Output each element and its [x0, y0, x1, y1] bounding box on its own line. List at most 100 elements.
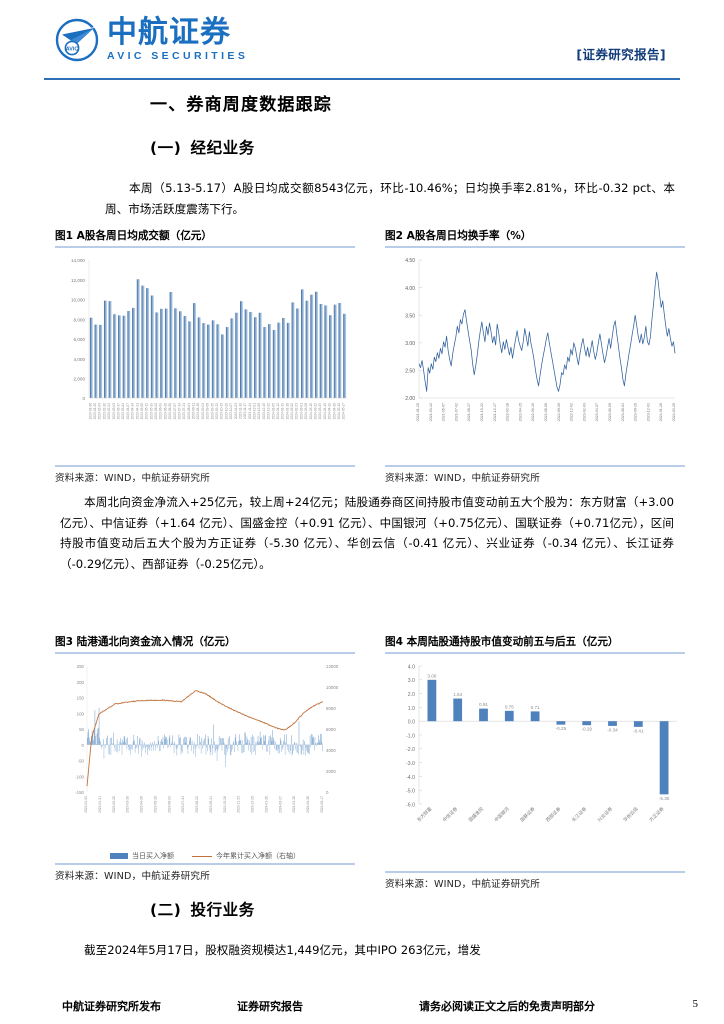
paragraph-northbound: 本周北向资金净流入+25亿元，较上周+24亿元；陆股通券商区间持股市值变动前五大… [60, 495, 674, 571]
svg-text:2024-04-12: 2024-04-12 [323, 403, 327, 420]
svg-text:-2.0: -2.0 [406, 747, 415, 753]
svg-text:2023-02-03: 2023-02-03 [582, 403, 586, 421]
figure-1-source: 资料来源：WIND，中航证券研究所 [55, 473, 210, 484]
svg-text:2023-11-17: 2023-11-17 [243, 403, 247, 419]
svg-text:2024-03-08: 2024-03-08 [304, 403, 308, 420]
svg-text:4.0: 4.0 [408, 664, 415, 670]
svg-text:2023-03-28: 2023-03-28 [126, 796, 130, 813]
svg-text:2023-02-28: 2023-02-28 [112, 796, 116, 813]
svg-text:2023-09-08: 2023-09-08 [206, 403, 210, 420]
svg-text:-100: -100 [75, 774, 84, 779]
svg-text:12,000: 12,000 [71, 278, 85, 283]
subsection-number-1: (一) [150, 139, 182, 157]
svg-text:2023-05-05: 2023-05-05 [140, 403, 144, 420]
figure-3-plot: -150 -100 -50 0 50 100 150 200 250 0 2000 4000 6000 8… [55, 654, 355, 850]
svg-text:2022-08-06: 2022-08-06 [544, 403, 548, 421]
svg-text:2,000: 2,000 [74, 376, 86, 381]
svg-text:2023-03-24: 2023-03-24 [121, 403, 125, 420]
svg-text:2023-02-24: 2023-02-24 [107, 403, 111, 420]
svg-text:2022-02-18: 2022-02-18 [506, 403, 510, 421]
figure-1-top-rule [55, 246, 355, 248]
svg-text:0.0: 0.0 [408, 720, 415, 726]
svg-text:10,000: 10,000 [71, 298, 85, 303]
svg-text:2023-10-27: 2023-10-27 [229, 403, 233, 420]
svg-text:-6.0: -6.0 [406, 802, 415, 808]
figure-2-title: 图2 A股各周日均换手率（%） [385, 230, 532, 242]
svg-text:2024-05-10: 2024-05-10 [337, 403, 341, 420]
svg-text:方正证券: 方正证券 [648, 805, 666, 823]
svg-text:2023-11-03: 2023-11-03 [234, 403, 238, 419]
figure-2-top-rule [385, 246, 685, 248]
svg-text:2023-11-10: 2023-11-10 [238, 403, 242, 419]
svg-text:2023-08-04: 2023-08-04 [621, 403, 625, 421]
svg-text:2021-10-22: 2021-10-22 [480, 403, 484, 421]
svg-text:2024-03-29: 2024-03-29 [672, 403, 676, 421]
svg-text:2023-06-09: 2023-06-09 [608, 403, 612, 421]
svg-text:12000: 12000 [326, 664, 339, 669]
svg-text:8000: 8000 [326, 706, 336, 711]
figure-3-title: 图3 陆港通北向资金流入情况（亿元） [55, 636, 236, 648]
svg-text:4.50: 4.50 [405, 258, 415, 264]
svg-text:150: 150 [77, 696, 85, 701]
report-type-tag: [证券研究报告] [576, 47, 666, 62]
svg-text:2023-12-01: 2023-12-01 [646, 403, 650, 421]
svg-text:2024-04-26: 2024-04-26 [332, 403, 336, 420]
svg-text:-150: -150 [75, 790, 84, 795]
svg-text:200: 200 [77, 680, 85, 685]
svg-text:0: 0 [82, 743, 85, 748]
svg-text:2024-01-05: 2024-01-05 [271, 403, 275, 420]
svg-text:2024-05-17: 2024-05-17 [320, 796, 324, 813]
legend-label-2: 今年累计买入净额（右轴） [216, 852, 300, 860]
svg-text:2023-06-16: 2023-06-16 [163, 403, 167, 420]
svg-text:2023-09-21: 2023-09-21 [209, 796, 213, 813]
svg-text:4.00: 4.00 [405, 286, 415, 292]
svg-text:国联证券: 国联证券 [519, 805, 537, 823]
svg-text:2024-03-28: 2024-03-28 [292, 796, 296, 813]
subsection-number-2: (二) [150, 901, 182, 919]
svg-text:2023-08-04: 2023-08-04 [187, 403, 191, 420]
figure-3-source: 资料来源：WIND，中航证券研究所 [55, 871, 210, 882]
svg-text:2024-01-19: 2024-01-19 [281, 403, 285, 420]
legend-item-cumulative-net-buy: 今年累计买入净额（右轴） [192, 851, 300, 861]
svg-text:2023-07-21: 2023-07-21 [182, 403, 186, 420]
svg-text:2024-03-29: 2024-03-29 [318, 403, 322, 420]
legend-bar-swatch [110, 853, 128, 859]
svg-text:2021-05-07: 2021-05-07 [442, 403, 446, 421]
figure-2-plot: 2.00 2.50 3.00 3.50 4.00 4.50 2021-01-15 2021-0… [385, 248, 685, 463]
svg-text:西部证券: 西部证券 [544, 805, 562, 823]
svg-text:2023-01-20: 2023-01-20 [93, 403, 97, 420]
svg-text:6000: 6000 [326, 727, 336, 732]
svg-text:2024-03-22: 2024-03-22 [314, 403, 318, 420]
svg-text:2023-09-01: 2023-09-01 [201, 403, 205, 420]
svg-text:2023-04-07: 2023-04-07 [595, 403, 599, 421]
svg-text:AVIC: AVIC [66, 46, 79, 52]
svg-text:2023-09-22: 2023-09-22 [215, 403, 219, 420]
figure-4: 图4 本周陆股通持股市值变动前五与后五（亿元） -6.0 -5.0 -4.0 -3.0… [385, 634, 685, 890]
svg-text:2023-01-06: 2023-01-06 [88, 403, 92, 420]
figure-2: 图2 A股各周日均换手率（%） 2.00 2.50 3.00 3.50 4.00 4.50… [385, 228, 685, 484]
svg-text:2023-06-23: 2023-06-23 [167, 796, 171, 813]
svg-text:2.50: 2.50 [405, 369, 415, 375]
svg-text:1.0: 1.0 [408, 706, 415, 712]
svg-text:2023-12-15: 2023-12-15 [262, 403, 266, 420]
brand-logo: AVIC 中航证券 AVIC SECURITIES [55, 18, 248, 62]
svg-text:2023-02-03: 2023-02-03 [98, 403, 102, 420]
subsection-heading-brokerage: (一) 经纪业务 [150, 136, 255, 158]
svg-text:-1.0: -1.0 [406, 733, 415, 739]
figure-2-body: 2.00 2.50 3.00 3.50 4.00 4.50 2021-01-15 2021-0… [385, 248, 685, 463]
header-divider [44, 78, 680, 81]
svg-text:2023-04-26: 2023-04-26 [140, 796, 144, 813]
footer-publisher: 中航证券研究所发布 [62, 1000, 161, 1013]
svg-text:2023-12-25: 2023-12-25 [251, 796, 255, 813]
svg-text:2023-01-03: 2023-01-03 [84, 796, 88, 813]
svg-text:2.00: 2.00 [405, 396, 415, 402]
svg-text:-0.29: -0.29 [581, 727, 592, 732]
svg-text:2023-08-22: 2023-08-22 [195, 796, 199, 813]
subsection-heading-investment-banking: (二) 投行业务 [150, 898, 255, 920]
svg-text:2024-05-17: 2024-05-17 [342, 403, 346, 420]
svg-text:2023-04-14: 2023-04-14 [131, 403, 135, 420]
svg-text:-5.0: -5.0 [406, 789, 415, 795]
svg-text:2021-07-02: 2021-07-02 [454, 403, 458, 421]
legend-item-daily-net-buy: 当日买入净额 [110, 851, 174, 861]
svg-text:长江证券: 长江证券 [570, 805, 588, 823]
